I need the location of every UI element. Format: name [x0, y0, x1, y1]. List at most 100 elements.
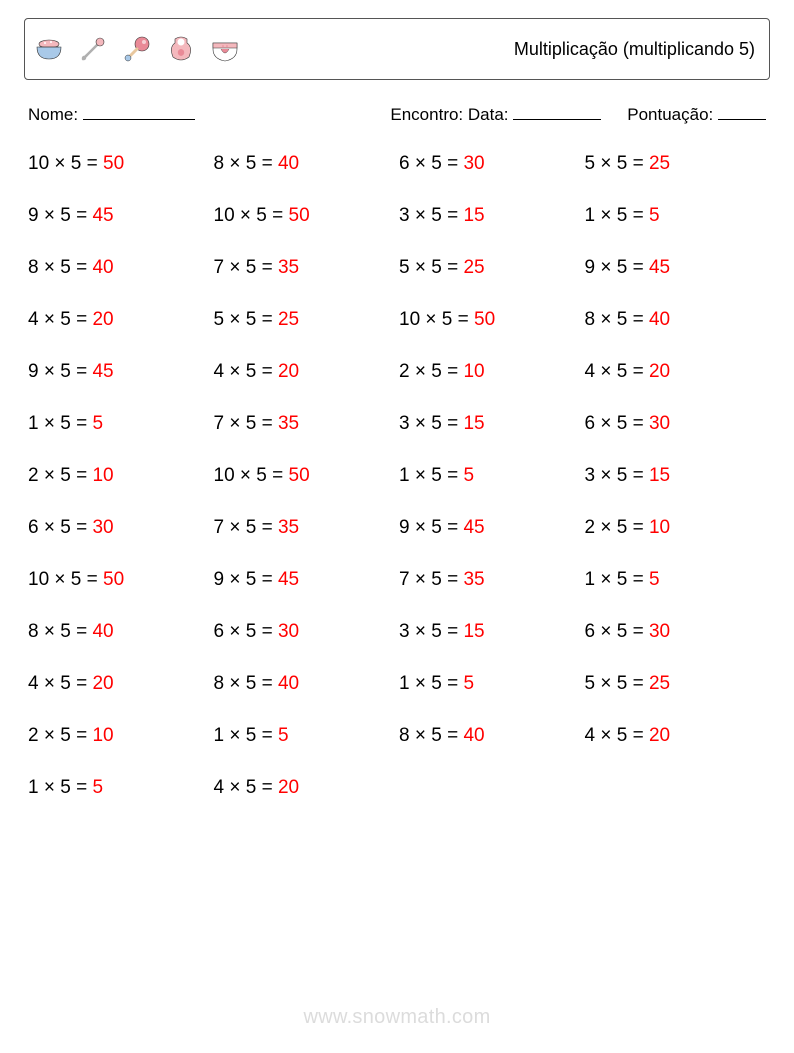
diaper-icon — [209, 33, 241, 65]
problem: 5 × 5 = 25 — [585, 673, 771, 695]
problem: 7 × 5 = 35 — [214, 517, 400, 539]
operand-a: 7 — [214, 517, 225, 538]
operand-b: 5 — [246, 413, 257, 434]
problem-column: 10 × 5 = 509 × 5 = 458 × 5 = 404 × 5 = 2… — [28, 153, 214, 799]
date-blank — [513, 102, 601, 120]
answer: 30 — [278, 621, 299, 642]
answer: 40 — [649, 309, 670, 330]
operand-b: 5 — [71, 569, 82, 590]
date-label: Encontro: Data: — [390, 105, 508, 124]
watermark: www.snowmath.com — [0, 1006, 794, 1029]
answer: 50 — [103, 153, 124, 174]
operand-b: 5 — [431, 465, 442, 486]
name-field: Nome: — [28, 102, 195, 125]
operand-a: 5 — [399, 257, 410, 278]
problem: 9 × 5 = 45 — [399, 517, 585, 539]
answer: 35 — [278, 257, 299, 278]
answer: 50 — [289, 205, 310, 226]
operand-b: 5 — [431, 257, 442, 278]
operand-a: 8 — [214, 153, 225, 174]
problem: 6 × 5 = 30 — [585, 413, 771, 435]
problem: 3 × 5 = 15 — [585, 465, 771, 487]
date-field: Encontro: Data: — [390, 102, 601, 125]
problem: 8 × 5 = 40 — [28, 621, 214, 643]
problem: 2 × 5 = 10 — [28, 725, 214, 747]
operand-a: 10 — [28, 569, 49, 590]
operand-b: 5 — [246, 777, 257, 798]
answer: 35 — [278, 517, 299, 538]
problem: 7 × 5 = 35 — [214, 413, 400, 435]
operand-b: 5 — [60, 361, 71, 382]
operand-b: 5 — [617, 361, 628, 382]
operand-b: 5 — [60, 777, 71, 798]
operand-a: 2 — [28, 725, 39, 746]
safety-pin-icon — [77, 33, 109, 65]
answer: 20 — [649, 361, 670, 382]
problem: 6 × 5 = 30 — [214, 621, 400, 643]
name-label: Nome: — [28, 105, 78, 124]
problem-column: 5 × 5 = 251 × 5 = 59 × 5 = 458 × 5 = 404… — [585, 153, 771, 799]
problem-grid: 10 × 5 = 509 × 5 = 458 × 5 = 404 × 5 = 2… — [24, 153, 770, 799]
answer: 10 — [463, 361, 484, 382]
operand-b: 5 — [617, 153, 628, 174]
operand-a: 9 — [28, 361, 39, 382]
answer: 30 — [649, 413, 670, 434]
operand-a: 3 — [399, 621, 410, 642]
problem: 1 × 5 = 5 — [399, 465, 585, 487]
answer: 10 — [649, 517, 670, 538]
operand-b: 5 — [256, 465, 267, 486]
operand-a: 10 — [28, 153, 49, 174]
bib-icon — [165, 33, 197, 65]
problem: 3 × 5 = 15 — [399, 621, 585, 643]
operand-a: 6 — [585, 413, 596, 434]
problem-column: 6 × 5 = 303 × 5 = 155 × 5 = 2510 × 5 = 5… — [399, 153, 585, 799]
operand-a: 6 — [214, 621, 225, 642]
operand-a: 1 — [28, 413, 39, 434]
score-label: Pontuação: — [627, 105, 713, 124]
answer: 25 — [649, 673, 670, 694]
problem: 8 × 5 = 40 — [399, 725, 585, 747]
operand-a: 8 — [28, 621, 39, 642]
operand-a: 10 — [214, 205, 235, 226]
operand-b: 5 — [431, 621, 442, 642]
operand-b: 5 — [431, 361, 442, 382]
operand-b: 5 — [60, 673, 71, 694]
problem: 2 × 5 = 10 — [399, 361, 585, 383]
operand-a: 10 — [399, 309, 420, 330]
operand-b: 5 — [431, 413, 442, 434]
operand-b: 5 — [246, 517, 257, 538]
operand-a: 1 — [214, 725, 225, 746]
operand-a: 3 — [399, 413, 410, 434]
operand-a: 4 — [28, 673, 39, 694]
answer: 30 — [649, 621, 670, 642]
problem: 5 × 5 = 25 — [585, 153, 771, 175]
operand-b: 5 — [617, 257, 628, 278]
operand-a: 6 — [585, 621, 596, 642]
problem: 9 × 5 = 45 — [214, 569, 400, 591]
operand-a: 1 — [399, 465, 410, 486]
operand-b: 5 — [60, 465, 71, 486]
operand-a: 1 — [399, 673, 410, 694]
problem: 8 × 5 = 40 — [585, 309, 771, 331]
operand-a: 2 — [585, 517, 596, 538]
answer: 5 — [463, 465, 474, 486]
operand-b: 5 — [246, 621, 257, 642]
operand-b: 5 — [617, 673, 628, 694]
operand-b: 5 — [60, 413, 71, 434]
problem: 2 × 5 = 10 — [28, 465, 214, 487]
problem: 10 × 5 = 50 — [28, 569, 214, 591]
operand-b: 5 — [71, 153, 82, 174]
problem: 5 × 5 = 25 — [399, 257, 585, 279]
meta-row: Nome: Encontro: Data: Pontuação: — [28, 102, 766, 125]
problem: 7 × 5 = 35 — [399, 569, 585, 591]
operand-b: 5 — [246, 257, 257, 278]
answer: 25 — [278, 309, 299, 330]
operand-b: 5 — [617, 309, 628, 330]
problem: 6 × 5 = 30 — [585, 621, 771, 643]
answer: 15 — [463, 621, 484, 642]
answer: 5 — [278, 725, 289, 746]
operand-b: 5 — [60, 621, 71, 642]
answer: 15 — [463, 205, 484, 226]
problem: 4 × 5 = 20 — [585, 361, 771, 383]
answer: 10 — [92, 725, 113, 746]
